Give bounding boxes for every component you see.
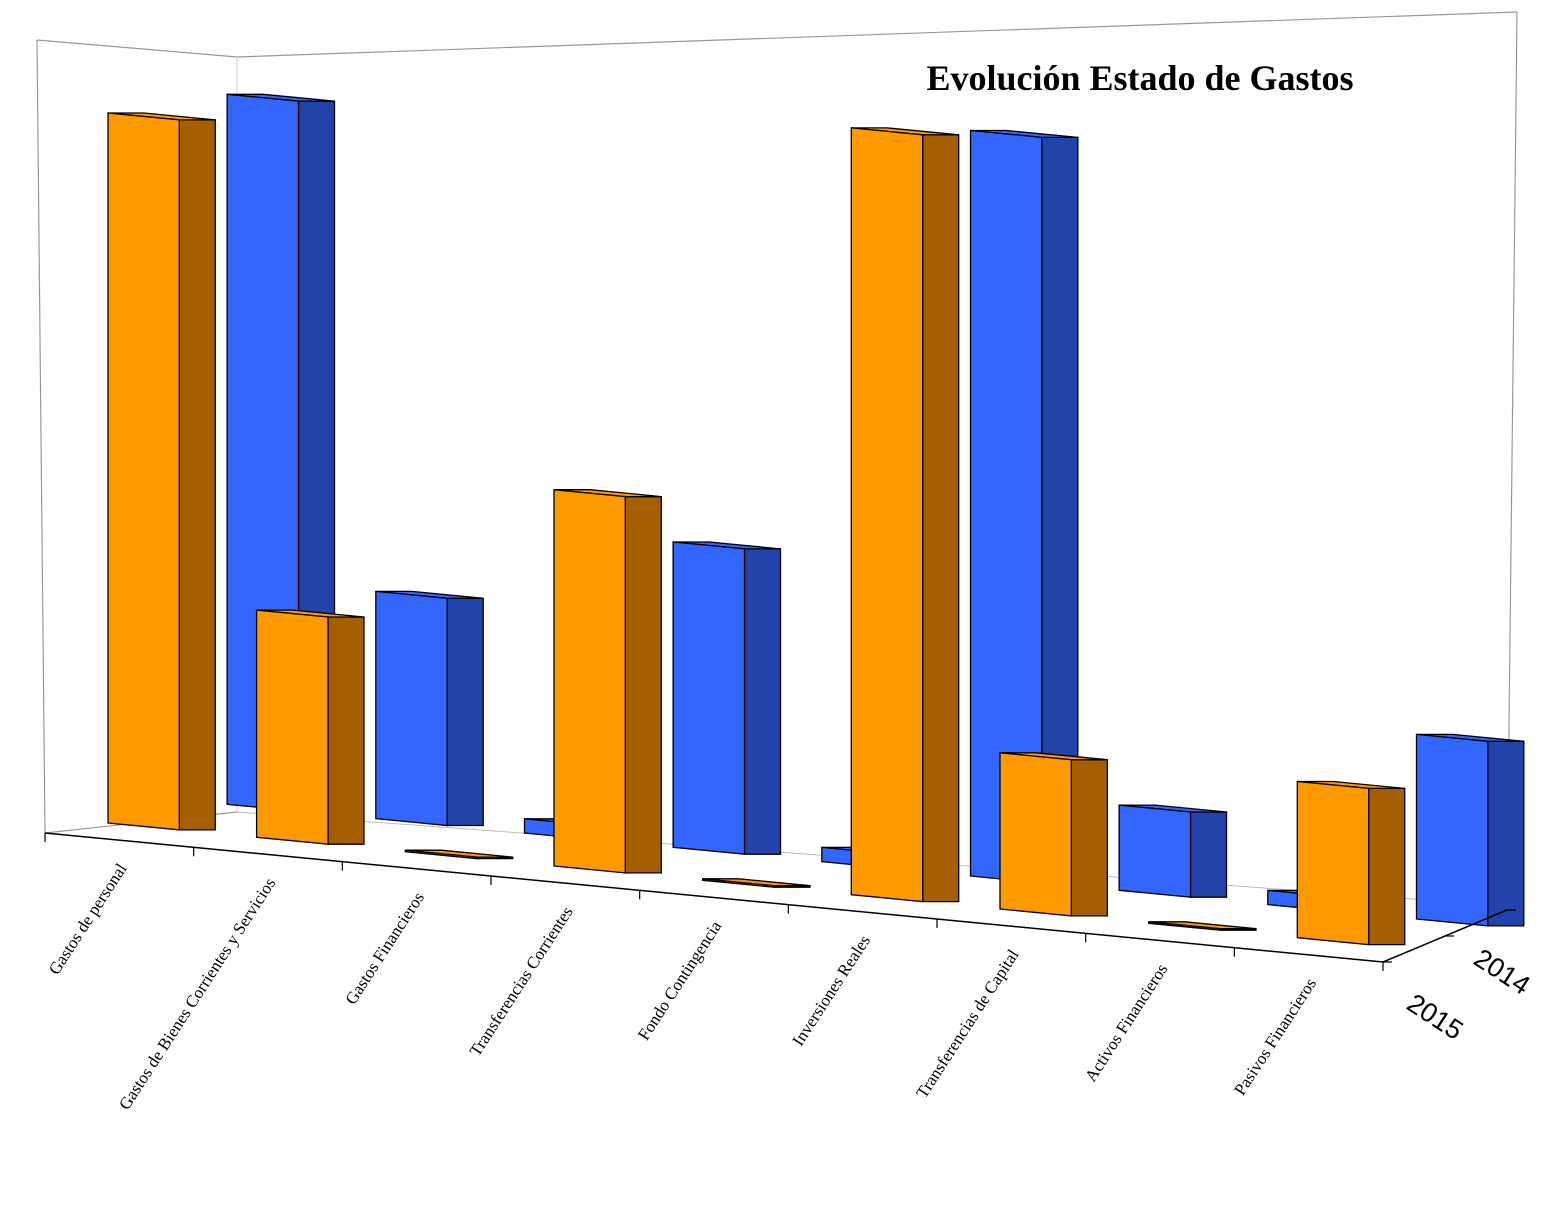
chart-title: Evolución Estado de Gastos	[926, 58, 1353, 98]
bar-side	[446, 597, 484, 827]
bar-front	[1415, 733, 1489, 927]
category-label: Gastos de Bienes Corrientes y Servicios	[115, 874, 279, 1113]
category-axis	[44, 832, 1384, 963]
depth-label-2015: 2015	[1402, 988, 1469, 1046]
chart-bars	[107, 93, 1525, 946]
back-wall-top-edge	[236, 11, 1518, 58]
bar-side	[327, 616, 365, 845]
category-label: Transferencias Corrientes	[466, 903, 577, 1060]
bar-side	[922, 134, 960, 903]
bar-front	[1118, 804, 1192, 898]
category-label: Activos Financieros	[1081, 960, 1171, 1085]
bar-front	[553, 488, 626, 874]
left-wall-top-edge	[36, 39, 238, 58]
bar-2014-9	[1415, 733, 1525, 927]
category-label: Transferencias de Capital	[912, 946, 1022, 1102]
bar-2014-2	[375, 590, 484, 827]
bar-front	[672, 541, 746, 855]
chart-axes	[44, 832, 1516, 971]
bar-front	[1296, 780, 1370, 946]
bar-2014-6	[969, 129, 1079, 884]
bar-2015-5	[701, 878, 811, 888]
bar-side	[624, 495, 662, 874]
bar-front	[701, 878, 775, 888]
category-label: Gastos Financieros	[341, 889, 428, 1008]
bar-side	[1368, 787, 1406, 946]
bar-side	[743, 548, 782, 855]
bar-front	[404, 849, 478, 860]
depth-label-2014: 2014	[1469, 943, 1536, 1001]
category-label: Fondo Contingencia	[634, 917, 726, 1044]
bar-front	[850, 127, 924, 903]
bar-side	[1070, 759, 1108, 917]
bar-front	[107, 112, 180, 831]
bar-side	[178, 119, 216, 831]
bar-front	[999, 752, 1072, 917]
category-label: Pasivos Financieros	[1230, 975, 1320, 1099]
bar-2015-2	[255, 609, 365, 845]
bar-front	[1147, 921, 1221, 931]
bar-2015-4	[553, 488, 662, 874]
bar-2015-7	[999, 752, 1108, 917]
left-wall-edge	[36, 39, 46, 834]
bar-2015-8	[1147, 921, 1257, 931]
bar-side	[1487, 740, 1525, 927]
bar-2014-4	[672, 541, 782, 855]
bar-side	[1189, 811, 1228, 898]
bar-2015-1	[107, 112, 216, 831]
bar-front	[375, 590, 448, 827]
bar-2015-3	[404, 849, 514, 860]
bar-2015-6	[850, 127, 960, 903]
category-label: Gastos de personal	[45, 860, 131, 978]
bar-2014-7	[1118, 804, 1228, 898]
bar-front	[255, 609, 329, 845]
category-label: Inversiones Reales	[788, 932, 874, 1050]
bar-2015-9	[1296, 780, 1406, 946]
